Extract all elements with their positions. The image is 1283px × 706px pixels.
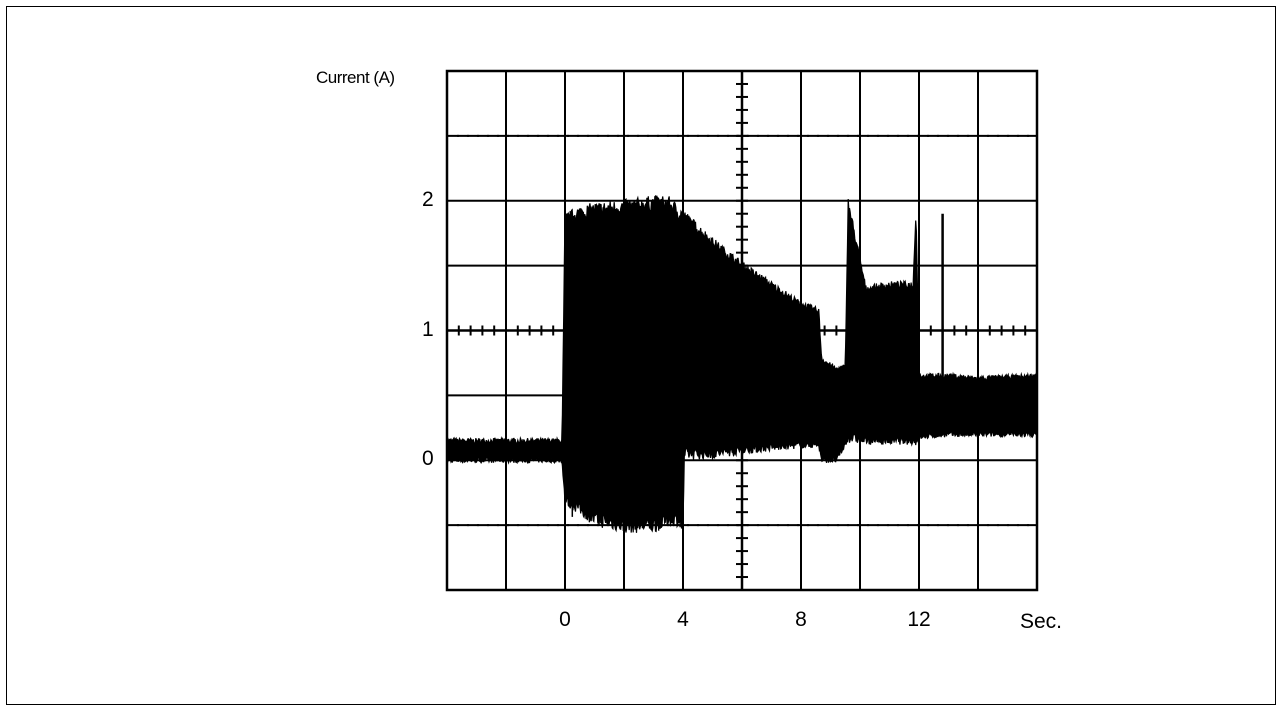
y-tick-label: 1	[422, 317, 434, 341]
plot-border	[445, 69, 1039, 592]
x-tick-label: 12	[907, 608, 931, 631]
x-tick-label: 4	[677, 608, 689, 631]
current-trace	[446, 194, 1038, 533]
y-tick-label: 0	[422, 447, 434, 471]
x-axis-unit-label: Sec.	[1020, 610, 1063, 633]
x-tick-label: 8	[795, 608, 807, 631]
chart-grid	[447, 71, 1037, 590]
x-tick-label: 0	[559, 608, 571, 631]
y-axis-label: Current (A)	[316, 68, 395, 87]
y-tick-label: 2	[422, 187, 434, 211]
